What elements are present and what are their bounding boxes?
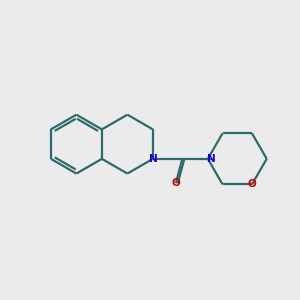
Text: N: N <box>207 154 216 164</box>
Text: O: O <box>172 178 180 188</box>
Text: N: N <box>148 154 157 164</box>
Text: O: O <box>248 179 256 189</box>
